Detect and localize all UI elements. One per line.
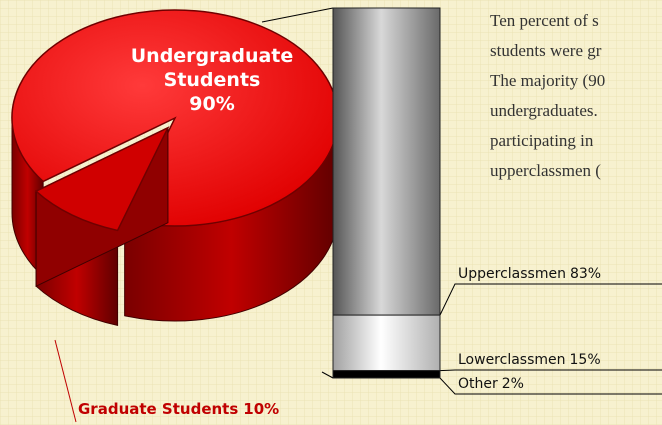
bar-label: Other 2%	[458, 376, 524, 392]
description: Ten percent of s students were gr The majo…	[490, 11, 605, 180]
leader-line	[439, 369, 662, 372]
pie-value-label: 90%	[189, 93, 234, 115]
bar-segment	[332, 7, 441, 316]
value-label: 15%	[570, 352, 601, 368]
text-line: undergraduates.	[490, 101, 598, 120]
text-line: participating in	[490, 131, 594, 150]
category: Graduate Students	[78, 400, 238, 418]
pie-label: Undergraduate	[131, 45, 294, 67]
leader-line	[439, 283, 662, 316]
pie-label: Graduate Students 10%	[78, 400, 279, 418]
text-line: The majority (90	[490, 71, 605, 90]
leader-line	[439, 377, 662, 395]
pie-label: Students	[164, 69, 261, 91]
category: Lowerclassmen	[458, 352, 566, 368]
value-label: 10%	[243, 400, 279, 418]
leader-line	[54, 339, 77, 423]
bar-label: Upperclassmen 83%	[458, 266, 601, 282]
connector	[321, 371, 334, 379]
text-line: students were gr	[490, 41, 602, 60]
value-label: 83%	[570, 266, 601, 282]
pie-slice	[11, 9, 339, 227]
connector	[261, 7, 334, 23]
bar-label: Lowerclassmen 15%	[458, 352, 601, 368]
pie-slice	[34, 126, 170, 232]
value-label: 2%	[502, 376, 524, 392]
bar-segment	[332, 370, 441, 379]
category: Other	[458, 376, 498, 392]
category: Upperclassmen	[458, 266, 566, 282]
bar-stack: Upperclassmen 83% Lowerclassmen 15% Other 2%	[261, 7, 662, 395]
bar-segment	[332, 314, 441, 372]
text-line: Ten percent of s	[490, 11, 599, 30]
text-line: upperclassmen (	[490, 161, 601, 180]
